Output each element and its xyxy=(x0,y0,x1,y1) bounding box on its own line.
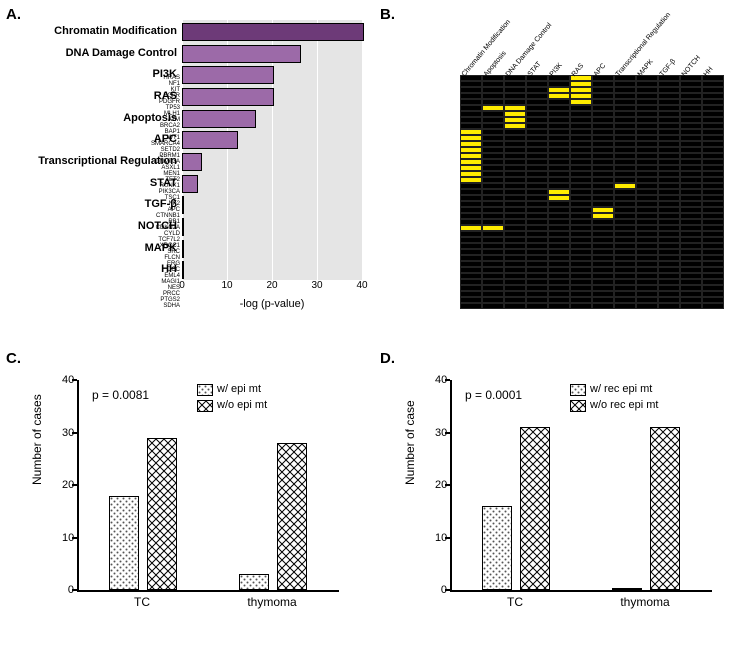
panel-a-bar xyxy=(182,196,184,214)
panel-c-label: C. xyxy=(6,350,21,367)
bar xyxy=(147,438,177,590)
legend-label: w/ epi mt xyxy=(217,383,261,395)
bar xyxy=(650,427,680,590)
panel-d-ytitle: Number of case xyxy=(403,400,417,485)
y-tick: 10 xyxy=(62,532,74,544)
panel-a-bar xyxy=(182,261,184,279)
panel-d-pval: p = 0.0001 xyxy=(465,388,522,402)
legend-label: w/o rec epi mt xyxy=(590,399,658,411)
y-tick: 40 xyxy=(435,374,447,386)
heatmap-cell xyxy=(636,303,658,309)
y-tick: 20 xyxy=(62,479,74,491)
heatmap-cell xyxy=(614,303,636,309)
bar xyxy=(239,574,269,590)
y-tick: 30 xyxy=(62,427,74,439)
heatmap-cell xyxy=(504,303,526,309)
heatmap-cell xyxy=(460,303,482,309)
panel-a-bar xyxy=(182,45,301,63)
panel-a-bar xyxy=(182,240,184,258)
panel-d: Number of case p = 0.0001 0 10 20 30 40 TC thy… xyxy=(395,360,745,640)
heatmap-cell xyxy=(526,303,548,309)
panel-a-bar xyxy=(182,153,202,171)
panel-c-pval: p = 0.0081 xyxy=(92,388,149,402)
heatmap-cell xyxy=(570,303,592,309)
legend-swatch xyxy=(197,384,213,396)
heatmap-cell xyxy=(702,303,724,309)
panel-a-bar xyxy=(182,23,364,41)
panel-a-plot xyxy=(182,20,362,280)
panel-c-ytitle: Number of cases xyxy=(30,394,44,485)
panel-a: 010203040 -log (p-value) Chromatin Modif… xyxy=(22,20,362,330)
x-category: thymoma xyxy=(247,595,296,609)
bar xyxy=(109,496,139,591)
bar xyxy=(520,427,550,590)
panel-c: Number of cases p = 0.0081 0 10 20 30 40 TC th… xyxy=(22,360,372,640)
panel-d-label: D. xyxy=(380,350,395,367)
heatmap-row-label: SDHA xyxy=(163,303,180,309)
bar xyxy=(612,588,642,590)
heatmap-cell xyxy=(592,303,614,309)
heatmap-cell xyxy=(482,303,504,309)
heatmap-cell xyxy=(548,303,570,309)
x-category: thymoma xyxy=(620,595,669,609)
panel-a-bar xyxy=(182,218,184,236)
bar xyxy=(482,506,512,590)
panel-a-bar xyxy=(182,131,238,149)
panel-a-category: Chromatin Modification xyxy=(54,21,177,41)
panel-a-xticks: 010203040 xyxy=(182,280,362,294)
y-tick: 10 xyxy=(435,532,447,544)
panel-a-bar xyxy=(182,110,256,128)
bar xyxy=(277,443,307,590)
legend-label: w/ rec epi mt xyxy=(590,383,652,395)
y-tick: 40 xyxy=(62,374,74,386)
heatmap-cell xyxy=(658,303,680,309)
y-tick: 30 xyxy=(435,427,447,439)
heatmap-cell xyxy=(680,303,702,309)
panel-a-category: DNA Damage Control xyxy=(66,43,177,63)
panel-a-bar xyxy=(182,66,274,84)
legend-swatch xyxy=(570,400,586,412)
y-tick: 20 xyxy=(435,479,447,491)
panel-a-bar xyxy=(182,88,274,106)
panel-b: HRASNF1KITEGFRPDGFRTP53MLH1ATMBRCA2BAP1W… xyxy=(395,20,735,330)
x-category: TC xyxy=(507,595,523,609)
panel-a-xtitle: -log (p-value) xyxy=(182,298,362,310)
panel-a-label: A. xyxy=(6,6,21,23)
panel-b-label: B. xyxy=(380,6,395,23)
legend-swatch xyxy=(197,400,213,412)
panel-a-bar xyxy=(182,175,198,193)
y-tick: 0 xyxy=(62,584,74,596)
x-category: TC xyxy=(134,595,150,609)
legend-swatch xyxy=(570,384,586,396)
y-tick: 0 xyxy=(435,584,447,596)
legend-label: w/o epi mt xyxy=(217,399,267,411)
